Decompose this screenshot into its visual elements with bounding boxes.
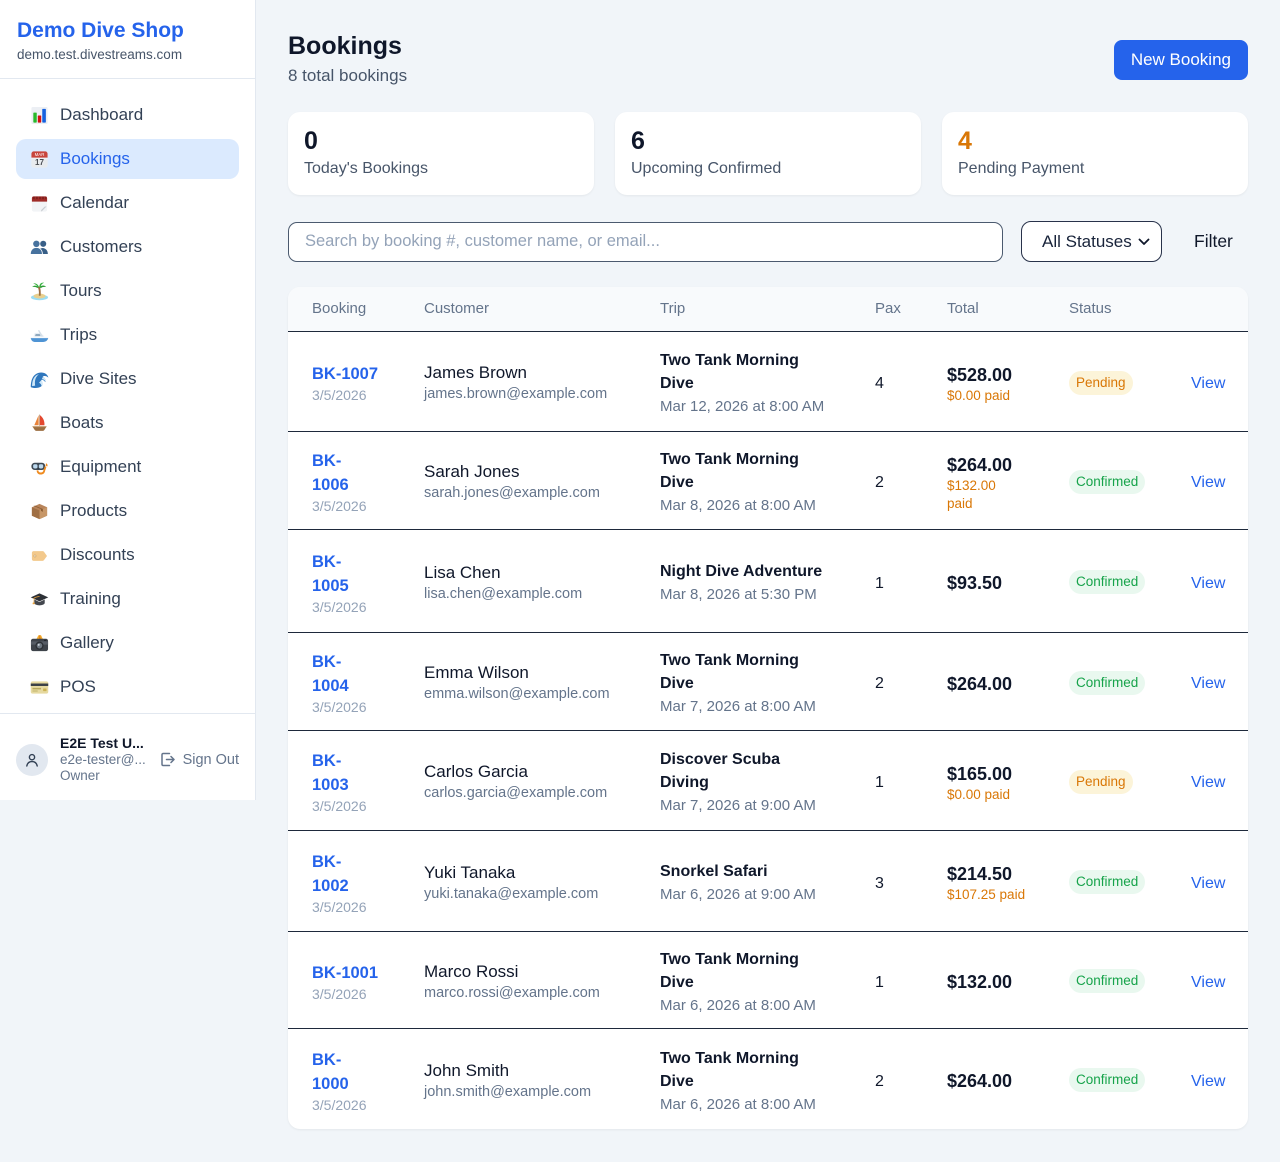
svg-text:MAR: MAR [35,152,45,157]
svg-text:17: 17 [35,158,44,167]
